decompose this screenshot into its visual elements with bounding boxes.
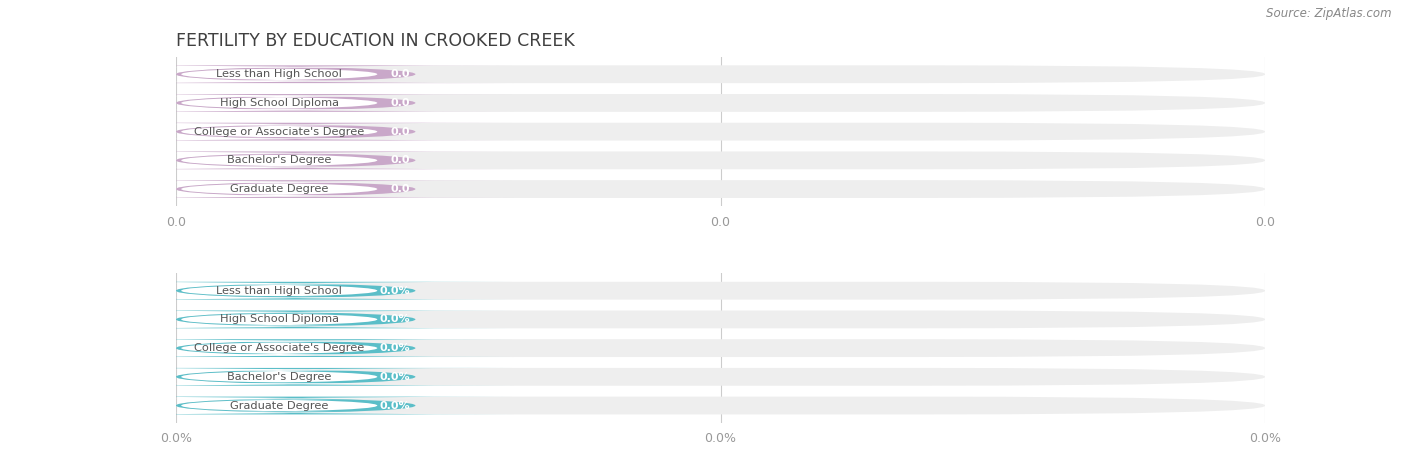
Text: Less than High School: Less than High School bbox=[217, 285, 342, 296]
Text: FERTILITY BY EDUCATION IN CROOKED CREEK: FERTILITY BY EDUCATION IN CROOKED CREEK bbox=[176, 32, 575, 50]
Text: 0.0%: 0.0% bbox=[380, 400, 411, 410]
Text: College or Associate's Degree: College or Associate's Degree bbox=[194, 127, 364, 137]
Text: Source: ZipAtlas.com: Source: ZipAtlas.com bbox=[1267, 7, 1392, 20]
FancyBboxPatch shape bbox=[77, 282, 513, 300]
Text: Graduate Degree: Graduate Degree bbox=[231, 184, 329, 194]
Text: Bachelor's Degree: Bachelor's Degree bbox=[228, 155, 332, 165]
FancyBboxPatch shape bbox=[114, 341, 444, 355]
FancyBboxPatch shape bbox=[114, 67, 444, 81]
FancyBboxPatch shape bbox=[176, 180, 1265, 198]
FancyBboxPatch shape bbox=[77, 397, 513, 414]
FancyBboxPatch shape bbox=[114, 284, 444, 298]
Text: 0.0: 0.0 bbox=[391, 184, 411, 194]
FancyBboxPatch shape bbox=[114, 313, 444, 326]
Text: 0.0%: 0.0% bbox=[380, 343, 411, 353]
Text: 0.0%: 0.0% bbox=[380, 314, 411, 324]
Text: 0.0: 0.0 bbox=[391, 69, 411, 79]
FancyBboxPatch shape bbox=[176, 339, 1265, 357]
FancyBboxPatch shape bbox=[77, 94, 513, 112]
FancyBboxPatch shape bbox=[114, 399, 444, 412]
FancyBboxPatch shape bbox=[77, 339, 513, 357]
Text: High School Diploma: High School Diploma bbox=[219, 314, 339, 324]
Text: 0.0%: 0.0% bbox=[380, 285, 411, 296]
Text: 0.0: 0.0 bbox=[391, 155, 411, 165]
FancyBboxPatch shape bbox=[176, 311, 1265, 328]
FancyBboxPatch shape bbox=[176, 282, 1265, 300]
FancyBboxPatch shape bbox=[176, 66, 1265, 83]
Text: Less than High School: Less than High School bbox=[217, 69, 342, 79]
FancyBboxPatch shape bbox=[176, 368, 1265, 386]
FancyBboxPatch shape bbox=[77, 180, 513, 198]
Text: Bachelor's Degree: Bachelor's Degree bbox=[228, 372, 332, 382]
Text: 0.0%: 0.0% bbox=[380, 372, 411, 382]
FancyBboxPatch shape bbox=[114, 370, 444, 384]
FancyBboxPatch shape bbox=[77, 368, 513, 386]
FancyBboxPatch shape bbox=[114, 153, 444, 167]
FancyBboxPatch shape bbox=[114, 182, 444, 196]
Text: Graduate Degree: Graduate Degree bbox=[231, 400, 329, 410]
FancyBboxPatch shape bbox=[176, 397, 1265, 414]
FancyBboxPatch shape bbox=[176, 152, 1265, 169]
Text: 0.0: 0.0 bbox=[391, 98, 411, 108]
FancyBboxPatch shape bbox=[77, 123, 513, 141]
Text: College or Associate's Degree: College or Associate's Degree bbox=[194, 343, 364, 353]
FancyBboxPatch shape bbox=[77, 152, 513, 169]
Text: High School Diploma: High School Diploma bbox=[219, 98, 339, 108]
FancyBboxPatch shape bbox=[114, 125, 444, 139]
Text: 0.0: 0.0 bbox=[391, 127, 411, 137]
FancyBboxPatch shape bbox=[77, 311, 513, 328]
FancyBboxPatch shape bbox=[176, 94, 1265, 112]
FancyBboxPatch shape bbox=[114, 96, 444, 110]
FancyBboxPatch shape bbox=[176, 123, 1265, 141]
FancyBboxPatch shape bbox=[77, 66, 513, 83]
